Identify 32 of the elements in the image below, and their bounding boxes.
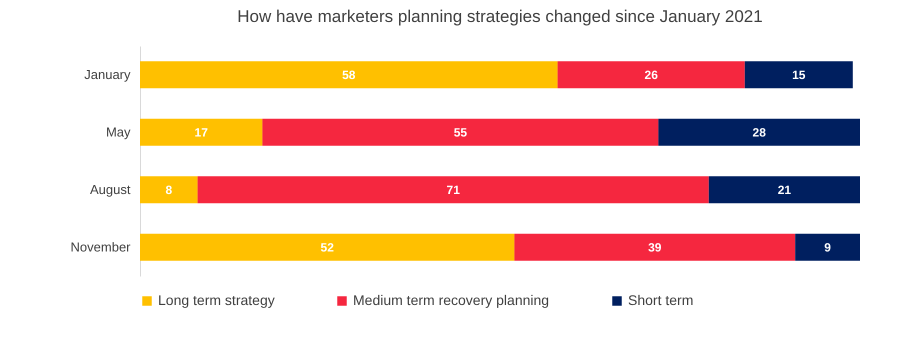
y-tick-label: November (70, 239, 132, 254)
y-tick-label: January (84, 66, 131, 82)
data-label: 9 (824, 240, 832, 254)
legend-label: Short term (628, 292, 694, 308)
bar (262, 118, 658, 146)
bar (558, 61, 745, 88)
bar (198, 176, 709, 204)
y-tick-label: May (106, 124, 131, 140)
data-label: 28 (752, 125, 766, 140)
bar (658, 118, 860, 146)
data-label: 39 (648, 240, 662, 254)
data-label: 15 (792, 68, 806, 82)
data-label: 52 (320, 240, 334, 254)
legend-label: Medium term recovery planning (353, 292, 550, 308)
bar (140, 118, 262, 146)
bar (140, 61, 558, 88)
bar (795, 234, 860, 261)
data-label: 8 (165, 182, 172, 197)
data-label: 17 (194, 125, 208, 140)
chart-title: How have marketers planning strategies changed since January 2021 (237, 7, 763, 26)
bar (708, 176, 860, 204)
bar (140, 176, 198, 204)
legend-label: Long term strategy (158, 292, 275, 308)
bar (140, 234, 514, 261)
y-tick-label: August (90, 182, 131, 197)
data-label: 71 (446, 182, 460, 197)
bar (744, 61, 853, 88)
data-label: 21 (778, 182, 792, 197)
bar (514, 234, 796, 261)
data-label: 55 (454, 125, 468, 140)
data-label: 26 (644, 68, 658, 82)
data-label: 58 (342, 68, 356, 82)
